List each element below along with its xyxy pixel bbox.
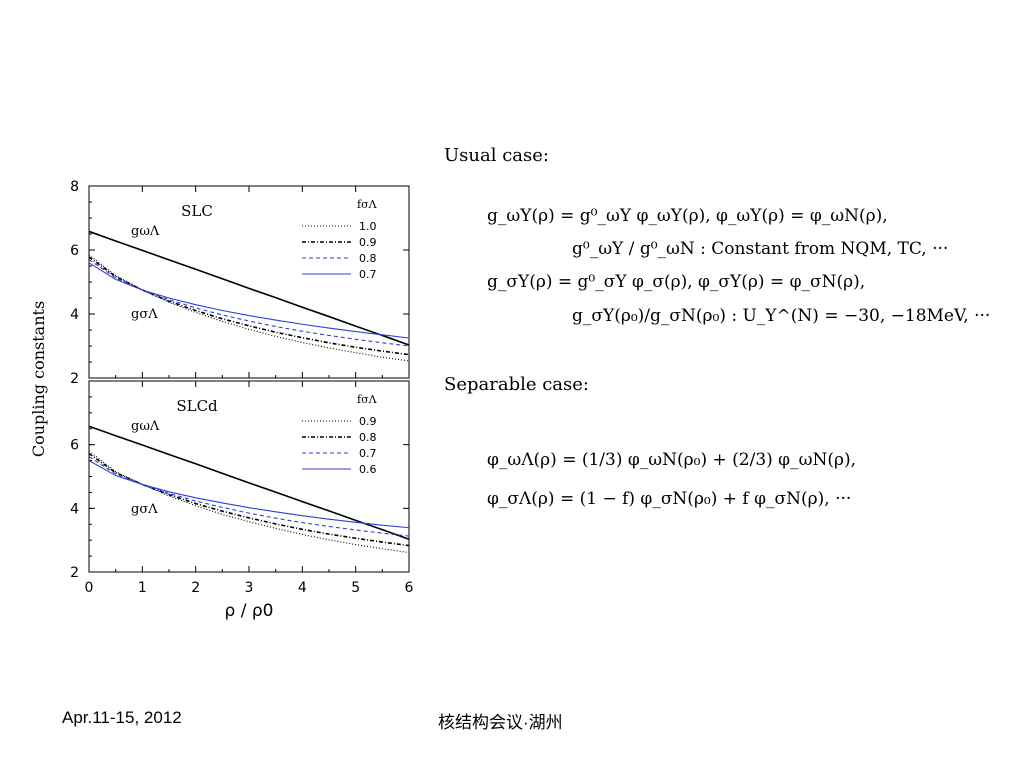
footer-date: Apr.11-15, 2012 xyxy=(62,708,182,727)
legend-title: fσΛ xyxy=(357,198,378,211)
usual-case-heading: Usual case: xyxy=(444,145,549,166)
usual-equation-1: g_ωY(ρ) = g⁰_ωY φ_ωY(ρ), φ_ωY(ρ) = φ_ωN(… xyxy=(487,206,888,226)
x-tick-label: 4 xyxy=(298,580,307,596)
plot-frame-SLC xyxy=(88,185,410,379)
annotation-g-sigma-lambda: gσΛ xyxy=(131,307,158,322)
y-tick-label: 6 xyxy=(70,438,79,454)
footer-event: 核结构会议·湖州 xyxy=(438,713,563,732)
legend-label: 1.0 xyxy=(359,220,377,233)
y-tick-label: 4 xyxy=(70,307,79,323)
plot-frame-SLCd xyxy=(88,380,410,573)
y-tick-label: 4 xyxy=(70,501,79,517)
y-tick-label: 2 xyxy=(70,371,79,387)
legend-label: 0.8 xyxy=(359,431,377,444)
x-tick-label: 3 xyxy=(245,580,254,596)
panel-title: SLC xyxy=(181,202,213,220)
y-tick-label: 6 xyxy=(70,243,79,259)
g-omega-lambda-line xyxy=(88,425,410,540)
legend-label: 0.6 xyxy=(359,463,377,476)
x-axis-label: ρ / ρ0 xyxy=(225,601,274,621)
x-tick-label: 2 xyxy=(191,580,200,596)
x-tick-label: 1 xyxy=(138,580,147,596)
annotation-g-sigma-lambda: gσΛ xyxy=(131,502,158,517)
g-sigma-lambda-line-f1.0 xyxy=(88,254,410,362)
usual-equation-2: g⁰_ωY / g⁰_ωN : Constant from NQM, TC, ·… xyxy=(572,239,949,259)
y-tick-label: 2 xyxy=(70,565,79,581)
y-axis-label: Coupling constants xyxy=(29,301,48,457)
usual-equation-4: g_σY(ρ₀)/g_σN(ρ₀) : U_Y^(N) = −30, −18Me… xyxy=(572,306,991,326)
usual-equation-3: g_σY(ρ) = g⁰_σY φ_σ(ρ), φ_σY(ρ) = φ_σN(ρ… xyxy=(487,272,866,292)
legend-title: fσΛ xyxy=(357,393,378,406)
x-tick-label: 6 xyxy=(405,580,414,596)
legend-label: 0.8 xyxy=(359,252,377,265)
panel-title: SLCd xyxy=(176,397,218,415)
legend-label: 0.7 xyxy=(359,447,377,460)
legend-label: 0.9 xyxy=(359,415,377,428)
annotation-g-omega-lambda: gωΛ xyxy=(131,224,160,239)
g-sigma-lambda-line-f0.6 xyxy=(88,460,410,529)
annotation-g-omega-lambda: gωΛ xyxy=(131,419,160,434)
g-sigma-lambda-line-f0.8 xyxy=(88,452,410,547)
g-sigma-lambda-line-f0.7 xyxy=(88,262,410,339)
legend-label: 0.7 xyxy=(359,268,377,281)
separable-equation-2: φ_σΛ(ρ) = (1 − f) φ_σN(ρ₀) + f φ_σN(ρ), … xyxy=(487,489,852,509)
y-tick-label: 8 xyxy=(70,179,79,195)
g-sigma-lambda-line-f0.8 xyxy=(88,259,410,347)
coupling-constants-figure: Coupling constants 2 4 6 8 SLC gωΛ gσΛ fσΛ 1.0 0.9… xyxy=(29,179,414,621)
x-tick-label: 5 xyxy=(351,580,360,596)
separable-equation-1: φ_ωΛ(ρ) = (1/3) φ_ωN(ρ₀) + (2/3) φ_ωN(ρ)… xyxy=(487,450,856,470)
g-omega-lambda-line xyxy=(88,230,410,346)
separable-case-heading: Separable case: xyxy=(444,374,589,395)
x-tick-label: 0 xyxy=(85,580,94,596)
g-sigma-lambda-line-f0.7 xyxy=(88,456,410,537)
legend-label: 0.9 xyxy=(359,236,377,249)
